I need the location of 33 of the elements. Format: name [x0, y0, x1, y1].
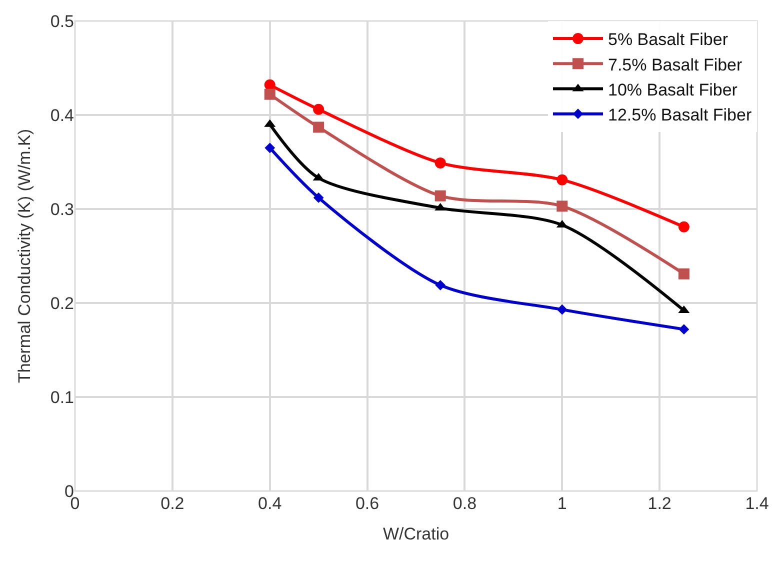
- y-tick-label: 0.3: [50, 200, 74, 219]
- point: [313, 192, 324, 203]
- x-tick-label: 0.4: [258, 494, 282, 513]
- y-axis-title: Thermal Conductivity (K) (W/m.K): [14, 128, 34, 384]
- legend-label: 5% Basalt Fiber: [608, 30, 728, 50]
- point: [434, 157, 446, 168]
- x-tick-label: 0.8: [452, 494, 477, 513]
- x-tick-label: 0.2: [160, 494, 184, 513]
- x-tick-label: 1: [557, 494, 567, 513]
- point: [434, 190, 446, 202]
- point: [678, 324, 690, 335]
- point: [313, 104, 324, 115]
- point: [264, 79, 276, 90]
- y-tick-label: 0.5: [50, 12, 74, 31]
- point: [435, 280, 446, 290]
- x-tick-label: 0.6: [355, 494, 380, 513]
- point: [264, 88, 276, 100]
- legend-label: 10% Basalt Fiber: [608, 80, 738, 100]
- y-tick-label: 0.4: [50, 106, 74, 125]
- x-axis-title: W/Cratio: [382, 524, 450, 544]
- point: [264, 142, 276, 154]
- point: [556, 200, 568, 212]
- x-tick-label: 1.2: [648, 494, 672, 513]
- legend-label: 7.5% Basalt Fiber: [608, 55, 743, 74]
- y-tick-label: 0.2: [50, 294, 74, 313]
- point: [313, 122, 324, 133]
- x-tick-label: 1.4: [745, 494, 769, 513]
- point: [678, 268, 690, 280]
- point: [678, 221, 690, 232]
- legend-label: 12.5% Basalt Fiber: [608, 105, 752, 124]
- point: [556, 304, 568, 315]
- y-tick-label: 0.1: [50, 388, 74, 407]
- point: [556, 174, 568, 186]
